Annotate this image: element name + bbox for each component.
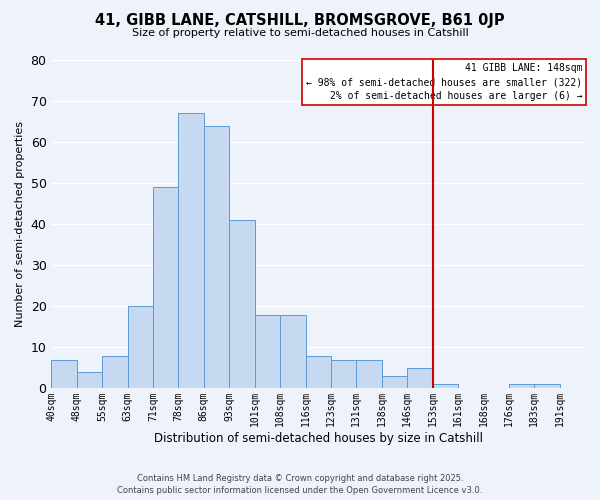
Bar xyxy=(356,360,382,388)
Text: Size of property relative to semi-detached houses in Catshill: Size of property relative to semi-detach… xyxy=(131,28,469,38)
Bar xyxy=(305,356,331,388)
Bar xyxy=(509,384,534,388)
Bar xyxy=(77,372,102,388)
Bar xyxy=(178,114,204,388)
Bar xyxy=(433,384,458,388)
Bar xyxy=(280,314,305,388)
Y-axis label: Number of semi-detached properties: Number of semi-detached properties xyxy=(15,121,25,327)
Text: Contains HM Land Registry data © Crown copyright and database right 2025.
Contai: Contains HM Land Registry data © Crown c… xyxy=(118,474,482,495)
Bar xyxy=(407,368,433,388)
Bar xyxy=(254,314,280,388)
Bar xyxy=(128,306,153,388)
Bar xyxy=(204,126,229,388)
Text: 41 GIBB LANE: 148sqm
← 98% of semi-detached houses are smaller (322)
2% of semi-: 41 GIBB LANE: 148sqm ← 98% of semi-detac… xyxy=(306,64,583,102)
Text: 41, GIBB LANE, CATSHILL, BROMSGROVE, B61 0JP: 41, GIBB LANE, CATSHILL, BROMSGROVE, B61… xyxy=(95,12,505,28)
Bar xyxy=(229,220,254,388)
Bar xyxy=(52,360,77,388)
Bar xyxy=(331,360,356,388)
Bar xyxy=(153,188,178,388)
Bar xyxy=(382,376,407,388)
X-axis label: Distribution of semi-detached houses by size in Catshill: Distribution of semi-detached houses by … xyxy=(154,432,483,445)
Bar xyxy=(102,356,128,388)
Bar xyxy=(534,384,560,388)
